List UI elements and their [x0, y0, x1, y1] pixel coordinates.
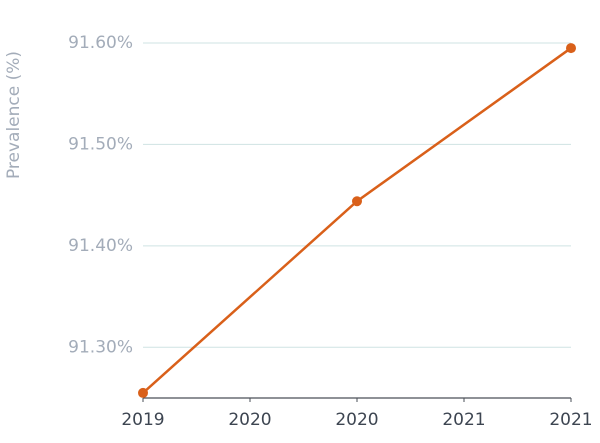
y-tick-label: 91.40% — [68, 236, 133, 256]
x-tick-label: 2020 — [228, 410, 271, 430]
y-tick-label: 91.50% — [68, 134, 133, 154]
y-axis-label: Prevalence (%) — [4, 51, 24, 179]
x-tick-label: 2021 — [549, 410, 592, 430]
point — [138, 387, 148, 398]
y-tick-label: 91.30% — [68, 337, 133, 357]
point — [566, 43, 576, 54]
line — [142, 47, 572, 394]
point — [352, 196, 362, 207]
y-tick-label: 91.60% — [68, 33, 133, 53]
x-tick-label: 2019 — [121, 410, 164, 430]
x-tick-label: 2020 — [335, 410, 378, 430]
x-tick-label: 2021 — [442, 410, 485, 430]
